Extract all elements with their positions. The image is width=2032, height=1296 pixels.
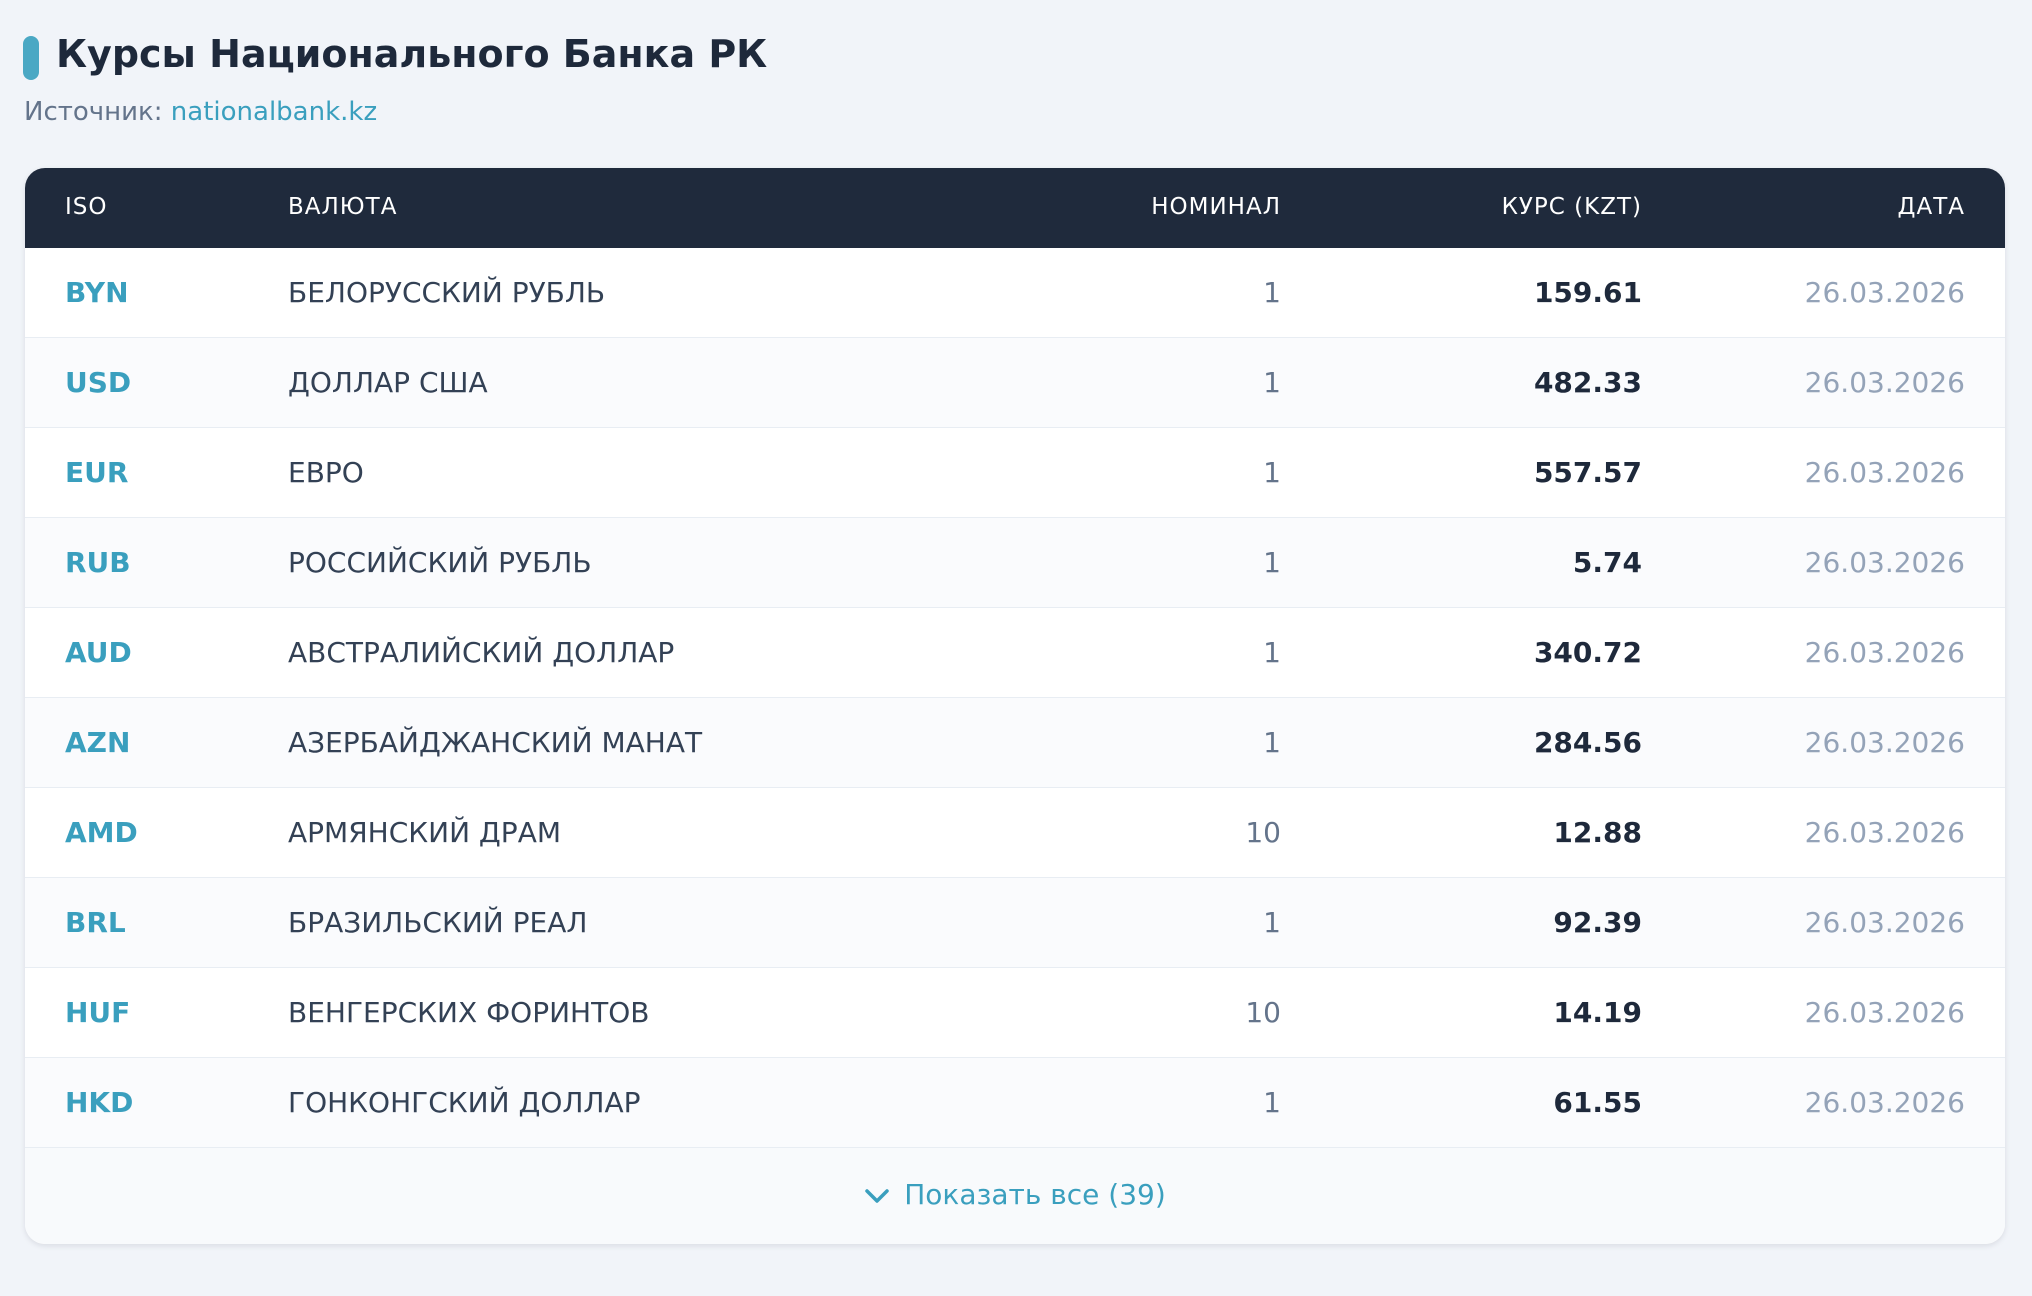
- date: 26.03.2026: [1804, 1086, 1965, 1119]
- iso-code: HKD: [65, 1086, 134, 1119]
- iso-code: EUR: [65, 456, 129, 489]
- iso-code: RUB: [65, 546, 131, 579]
- iso-code: AZN: [65, 726, 131, 759]
- table-header: ISO ВАЛЮТА НОМИНАЛ КУРС (KZT) ДАТА: [25, 168, 2005, 248]
- column-header: НОМИНАЛ: [1151, 194, 1281, 220]
- table-row: RUB РОССИЙСКИЙ РУБЛЬ 1 5.74 26.03.2026: [25, 518, 2005, 608]
- page-title: Курсы Национального Банка РК: [56, 32, 768, 76]
- table-row: HKD ГОНКОНГСКИЙ ДОЛЛАР 1 61.55 26.03.2026: [25, 1058, 2005, 1148]
- currency-name: ДОЛЛАР США: [288, 366, 488, 399]
- nominal: 1: [1263, 636, 1281, 669]
- table-row: BRL БРАЗИЛЬСКИЙ РЕАЛ 1 92.39 26.03.2026: [25, 878, 2005, 968]
- rate: 12.88: [1553, 816, 1642, 849]
- currency-name: БЕЛОРУССКИЙ РУБЛЬ: [288, 276, 606, 309]
- nominal: 1: [1263, 1086, 1281, 1119]
- show-all-button[interactable]: Показать все (39): [25, 1178, 2005, 1211]
- nominal: 1: [1263, 546, 1281, 579]
- table-row: EUR ЕВРО 1 557.57 26.03.2026: [25, 428, 2005, 518]
- date: 26.03.2026: [1804, 906, 1965, 939]
- rate: 340.72: [1533, 636, 1642, 669]
- nominal: 1: [1263, 276, 1281, 309]
- currency-name: ЕВРО: [288, 456, 364, 489]
- source-label: Источник:: [24, 97, 163, 127]
- chevron-icon: [865, 1189, 889, 1203]
- iso-code: USD: [65, 366, 132, 399]
- iso-code: BYN: [65, 276, 129, 309]
- column-header: ВАЛЮТА: [288, 194, 398, 220]
- currency-name: ГОНКОНГСКИЙ ДОЛЛАР: [288, 1086, 641, 1119]
- table-row: AZN АЗЕРБАЙДЖАНСКИЙ МАНАТ 1 284.56 26.03.202…: [25, 698, 2005, 788]
- date: 26.03.2026: [1804, 366, 1965, 399]
- date: 26.03.2026: [1804, 996, 1965, 1029]
- date: 26.03.2026: [1804, 816, 1965, 849]
- source: Источник: nationalbank.kz: [24, 97, 377, 127]
- rate: 482.33: [1533, 366, 1642, 399]
- iso-code: BRL: [65, 906, 126, 939]
- rate: 14.19: [1553, 996, 1642, 1029]
- rate: 159.61: [1533, 276, 1642, 309]
- currency-name: ВЕНГЕРСКИХ ФОРИНТОВ: [288, 996, 650, 1029]
- table-row: AMD АРМЯНСКИЙ ДРАМ 10 12.88 26.03.2026: [25, 788, 2005, 878]
- table-row: AUD АВСТРАЛИЙСКИЙ ДОЛЛАР 1 340.72 26.03.2026: [25, 608, 2005, 698]
- nominal: 1: [1263, 366, 1281, 399]
- iso-code: AMD: [65, 816, 138, 849]
- table-row: HUF ВЕНГЕРСКИХ ФОРИНТОВ 10 14.19 26.03.2026: [25, 968, 2005, 1058]
- table-footer: Показать все (39): [25, 1148, 2005, 1244]
- currency-name: БРАЗИЛЬСКИЙ РЕАЛ: [288, 906, 588, 939]
- currency-name: АВСТРАЛИЙСКИЙ ДОЛЛАР: [288, 636, 675, 669]
- iso-code: HUF: [65, 996, 131, 1029]
- nominal: 1: [1263, 726, 1281, 759]
- column-header: ISO: [65, 194, 108, 220]
- date: 26.03.2026: [1804, 456, 1965, 489]
- rates-table: ISO ВАЛЮТА НОМИНАЛ КУРС (KZT) ДАТА BYN БЕЛОРУ…: [25, 168, 2005, 1244]
- nominal: 10: [1245, 996, 1281, 1029]
- currency-name: АРМЯНСКИЙ ДРАМ: [288, 816, 561, 849]
- accent-bar: [23, 36, 39, 80]
- currency-name: РОССИЙСКИЙ РУБЛЬ: [288, 546, 592, 579]
- iso-code: AUD: [65, 636, 132, 669]
- column-header: ДАТА: [1897, 194, 1965, 220]
- nominal: 10: [1245, 816, 1281, 849]
- rate: 92.39: [1553, 906, 1642, 939]
- date: 26.03.2026: [1804, 726, 1965, 759]
- show-all-label: Показать все (39): [904, 1178, 1166, 1211]
- date: 26.03.2026: [1804, 276, 1965, 309]
- rate: 5.74: [1572, 546, 1642, 579]
- table-row: BYN БЕЛОРУССКИЙ РУБЛЬ 1 159.61 26.03.2026: [25, 248, 2005, 338]
- rate: 61.55: [1553, 1086, 1642, 1119]
- date: 26.03.2026: [1804, 636, 1965, 669]
- column-header: КУРС (KZT): [1501, 194, 1642, 220]
- currency-name: АЗЕРБАЙДЖАНСКИЙ МАНАТ: [288, 726, 703, 759]
- nominal: 1: [1263, 906, 1281, 939]
- nominal: 1: [1263, 456, 1281, 489]
- table-row: USD ДОЛЛАР США 1 482.33 26.03.2026: [25, 338, 2005, 428]
- source-link[interactable]: nationalbank.kz: [170, 97, 378, 127]
- rate: 284.56: [1533, 726, 1642, 759]
- date: 26.03.2026: [1804, 546, 1965, 579]
- rate: 557.57: [1533, 456, 1642, 489]
